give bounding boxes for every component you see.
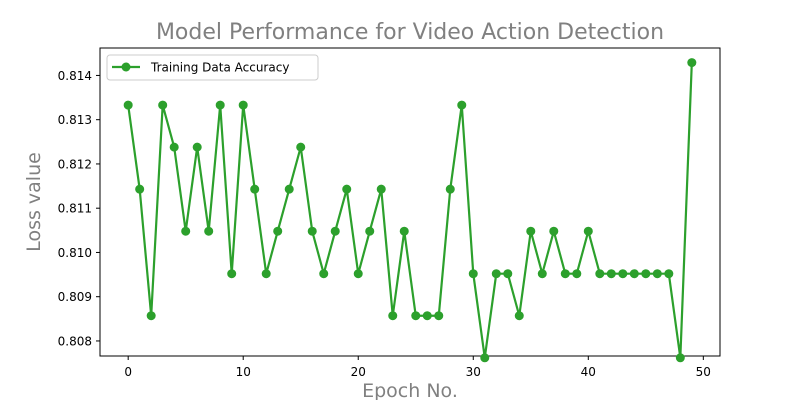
data-point (652, 269, 662, 279)
data-point (192, 142, 202, 152)
data-point (641, 269, 651, 279)
y-tick-label: 0.810 (58, 246, 92, 260)
legend-marker-swatch (121, 62, 131, 72)
data-point (664, 269, 674, 279)
data-point (330, 226, 340, 236)
data-point (491, 269, 501, 279)
data-point (353, 269, 363, 279)
data-point (238, 100, 248, 110)
data-point (445, 184, 455, 194)
data-point (457, 100, 467, 110)
data-point (549, 226, 559, 236)
x-tick-label: 50 (696, 365, 711, 379)
data-point (618, 269, 628, 279)
data-point (261, 269, 271, 279)
y-tick-label: 0.812 (58, 157, 92, 171)
data-point (135, 184, 145, 194)
x-tick-label: 30 (466, 365, 481, 379)
data-point (169, 142, 179, 152)
y-tick-label: 0.809 (58, 290, 92, 304)
data-point (399, 226, 409, 236)
x-axis-label: Epoch No. (362, 380, 458, 400)
x-tick-label: 0 (124, 365, 132, 379)
data-point (388, 311, 398, 321)
legend-label: Training Data Accuracy (150, 61, 289, 75)
y-tick-label: 0.814 (58, 69, 92, 83)
data-point (204, 226, 214, 236)
data-point (273, 226, 283, 236)
data-point (284, 184, 294, 194)
data-point (123, 100, 133, 110)
data-point (687, 58, 697, 68)
data-point (181, 226, 191, 236)
data-point (365, 226, 375, 236)
data-point (296, 142, 306, 152)
data-point (342, 184, 352, 194)
y-tick-label: 0.813 (58, 113, 92, 127)
legend: Training Data Accuracy (106, 54, 319, 81)
data-point (376, 184, 386, 194)
y-tick-label: 0.808 (58, 334, 92, 348)
data-point (319, 269, 329, 279)
series-layer (123, 58, 697, 363)
x-axis: 0 10 20 30 40 50 (124, 356, 711, 379)
plot-area (99, 47, 721, 357)
data-point (560, 269, 570, 279)
legend-box (106, 54, 319, 81)
x-tick-label: 40 (581, 365, 596, 379)
data-point (572, 269, 582, 279)
data-point (503, 269, 513, 279)
y-axis: 0.808 0.809 0.810 0.811 0.812 0.813 0.814 (58, 69, 100, 348)
data-point (227, 269, 237, 279)
x-tick-label: 20 (351, 365, 366, 379)
data-point (468, 269, 478, 279)
data-point (146, 311, 156, 321)
data-point (411, 311, 421, 321)
y-axis-label: Loss value (23, 152, 45, 252)
data-point (675, 353, 685, 363)
chart-title: Model Performance for Video Action Detec… (156, 20, 664, 45)
data-point (629, 269, 639, 279)
data-point (606, 269, 616, 279)
data-point (537, 269, 547, 279)
data-point (422, 311, 432, 321)
data-point (583, 226, 593, 236)
data-point (480, 353, 490, 363)
y-tick-label: 0.811 (58, 202, 92, 216)
data-point (215, 100, 225, 110)
data-point (158, 100, 168, 110)
data-point (514, 311, 524, 321)
data-point (250, 184, 260, 194)
data-point (307, 226, 317, 236)
data-point (595, 269, 605, 279)
series-line (127, 62, 693, 359)
data-point (526, 226, 536, 236)
x-tick-label: 10 (236, 365, 251, 379)
data-point (434, 311, 444, 321)
